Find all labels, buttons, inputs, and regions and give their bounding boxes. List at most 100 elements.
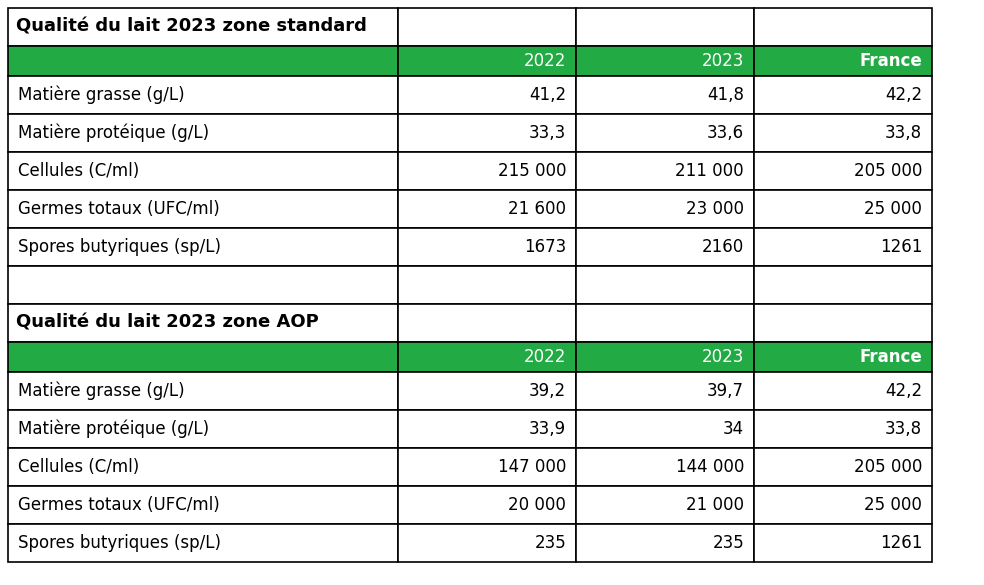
Bar (398, 486, 576, 524)
Text: 41,2: 41,2 (528, 86, 566, 104)
Bar (754, 8, 932, 46)
Text: 33,9: 33,9 (528, 420, 566, 438)
Text: 2023: 2023 (702, 348, 744, 366)
Bar (398, 372, 576, 410)
Bar (754, 524, 932, 562)
Bar (576, 304, 754, 342)
Bar (398, 114, 576, 152)
Bar (754, 342, 932, 372)
Bar (576, 76, 754, 114)
Bar (754, 114, 932, 152)
Text: 34: 34 (723, 420, 744, 438)
Bar (8, 486, 398, 524)
Bar (754, 266, 932, 304)
Bar (8, 228, 398, 266)
Bar (8, 524, 398, 562)
Text: 2022: 2022 (523, 52, 566, 70)
Bar (576, 486, 754, 524)
Text: 215 000: 215 000 (498, 162, 566, 180)
Text: Spores butyriques (sp/L): Spores butyriques (sp/L) (18, 238, 221, 256)
Text: 144 000: 144 000 (676, 458, 744, 476)
Text: 235: 235 (534, 534, 566, 552)
Bar (398, 410, 576, 448)
Bar (398, 152, 576, 190)
Text: 1673: 1673 (523, 238, 566, 256)
Bar (398, 342, 576, 372)
Bar (8, 266, 398, 304)
Text: 2023: 2023 (702, 52, 744, 70)
Bar (754, 486, 932, 524)
Bar (398, 228, 576, 266)
Text: 42,2: 42,2 (885, 382, 922, 400)
Text: Qualité du lait 2023 zone AOP: Qualité du lait 2023 zone AOP (16, 314, 319, 332)
Bar (754, 46, 932, 76)
Text: 42,2: 42,2 (885, 86, 922, 104)
Bar (398, 76, 576, 114)
Text: France: France (859, 52, 922, 70)
Text: 33,8: 33,8 (885, 420, 922, 438)
Text: Matière protéique (g/L): Matière protéique (g/L) (18, 420, 210, 438)
Bar (8, 304, 398, 342)
Text: 1261: 1261 (880, 238, 922, 256)
Text: Matière protéique (g/L): Matière protéique (g/L) (18, 124, 210, 142)
Text: 147 000: 147 000 (498, 458, 566, 476)
Text: 33,6: 33,6 (707, 124, 744, 142)
Text: 39,2: 39,2 (528, 382, 566, 400)
Bar (398, 8, 576, 46)
Text: 25 000: 25 000 (864, 200, 922, 218)
Bar (8, 76, 398, 114)
Bar (8, 410, 398, 448)
Bar (8, 190, 398, 228)
Bar (754, 448, 932, 486)
Text: Spores butyriques (sp/L): Spores butyriques (sp/L) (18, 534, 221, 552)
Text: 25 000: 25 000 (864, 496, 922, 514)
Text: Qualité du lait 2023 zone standard: Qualité du lait 2023 zone standard (16, 18, 367, 36)
Bar (8, 448, 398, 486)
Bar (8, 152, 398, 190)
Text: 1261: 1261 (880, 534, 922, 552)
Bar (754, 76, 932, 114)
Bar (8, 114, 398, 152)
Text: Matière grasse (g/L): Matière grasse (g/L) (18, 86, 185, 104)
Bar (576, 46, 754, 76)
Bar (576, 228, 754, 266)
Bar (576, 372, 754, 410)
Text: 21 000: 21 000 (686, 496, 744, 514)
Bar (8, 342, 398, 372)
Bar (754, 372, 932, 410)
Bar (8, 372, 398, 410)
Bar (398, 448, 576, 486)
Bar (576, 524, 754, 562)
Bar (576, 448, 754, 486)
Bar (576, 114, 754, 152)
Text: France: France (859, 348, 922, 366)
Bar (576, 190, 754, 228)
Bar (754, 304, 932, 342)
Bar (754, 152, 932, 190)
Bar (754, 190, 932, 228)
Bar (398, 304, 576, 342)
Text: 39,7: 39,7 (707, 382, 744, 400)
Text: 21 600: 21 600 (508, 200, 566, 218)
Bar (576, 342, 754, 372)
Bar (576, 8, 754, 46)
Text: 205 000: 205 000 (854, 458, 922, 476)
Text: Germes totaux (UFC/ml): Germes totaux (UFC/ml) (18, 200, 219, 218)
Bar (8, 8, 398, 46)
Bar (398, 524, 576, 562)
Bar (398, 266, 576, 304)
Bar (576, 266, 754, 304)
Text: Cellules (C/ml): Cellules (C/ml) (18, 458, 140, 476)
Text: 2160: 2160 (702, 238, 744, 256)
Bar (754, 228, 932, 266)
Text: 20 000: 20 000 (508, 496, 566, 514)
Bar (754, 410, 932, 448)
Text: 205 000: 205 000 (854, 162, 922, 180)
Text: Germes totaux (UFC/ml): Germes totaux (UFC/ml) (18, 496, 219, 514)
Text: 41,8: 41,8 (707, 86, 744, 104)
Text: Matière grasse (g/L): Matière grasse (g/L) (18, 382, 185, 400)
Text: 33,3: 33,3 (528, 124, 566, 142)
Bar (8, 46, 398, 76)
Bar (576, 410, 754, 448)
Text: 235: 235 (712, 534, 744, 552)
